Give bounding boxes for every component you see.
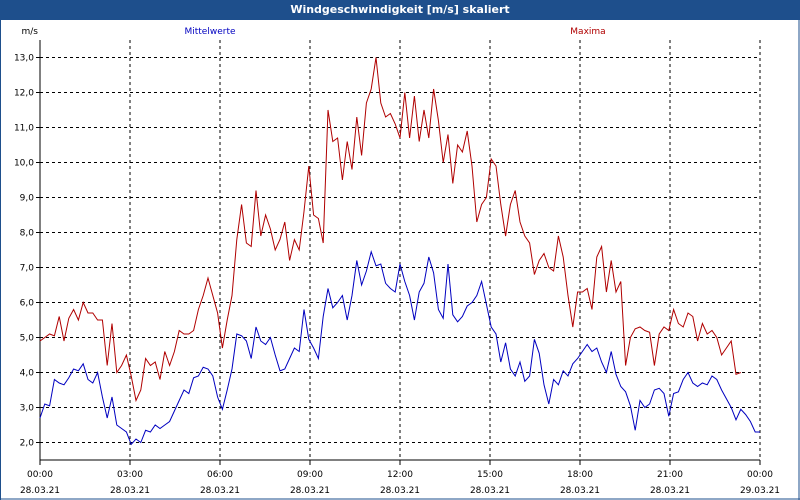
y-tick-label: 7,0 [20, 264, 35, 274]
x-tick-time: 00:00 [747, 470, 773, 480]
chart-title: Windgeschwindigkeit [m/s] skaliert [290, 3, 510, 16]
x-tick-date: 28.03.21 [200, 486, 240, 496]
y-tick-label: 5,0 [20, 334, 35, 344]
y-tick-label: 11,0 [14, 124, 34, 134]
legend-maxima: Maxima [570, 27, 605, 37]
series-lines [39, 57, 760, 446]
y-tick-label: 12,0 [14, 89, 34, 99]
x-tick-time: 03:00 [117, 470, 143, 480]
wind-speed-chart: 2,0 3,0 4,0 5,0 6,0 7,0 8,0 9,0 10,0 11,0 12,0 13,0… [0, 20, 800, 500]
y-tick-label: 2,0 [20, 439, 35, 449]
y-tick-label: 13,0 [14, 54, 34, 64]
grid-lines [40, 40, 761, 460]
y-tick-label: 9,0 [20, 194, 35, 204]
y-tick-label: 3,0 [20, 404, 35, 414]
x-tick-date: 29.03.21 [740, 486, 780, 496]
x-tick-time: 21:00 [657, 470, 683, 480]
series-line-maxima [39, 57, 741, 403]
x-tick-date: 28.03.21 [650, 486, 690, 496]
x-tick-date: 28.03.21 [560, 486, 600, 496]
axis-labels: 2,0 3,0 4,0 5,0 6,0 7,0 8,0 9,0 10,0 11,0 12,0 13,0… [14, 27, 780, 496]
x-tick-date: 28.03.21 [110, 486, 150, 496]
x-tick-date: 28.03.21 [290, 486, 330, 496]
axes [0, 20, 800, 500]
x-tick-time: 09:00 [297, 470, 323, 480]
y-tick-label: 10,0 [14, 159, 34, 169]
x-tick-time: 06:00 [207, 470, 233, 480]
y-tick-label: 4,0 [20, 369, 35, 379]
y-axis-unit-label: m/s [22, 27, 39, 37]
x-tick-date: 28.03.21 [20, 486, 60, 496]
legend-mittelwerte: Mittelwerte [184, 27, 235, 37]
x-tick-time: 18:00 [567, 470, 593, 480]
x-tick-time: 15:00 [477, 470, 503, 480]
x-tick-time: 00:00 [27, 470, 53, 480]
x-tick-date: 28.03.21 [380, 486, 420, 496]
chart-title-bar: Windgeschwindigkeit [m/s] skaliert [0, 0, 800, 20]
x-tick-time: 12:00 [387, 470, 413, 480]
y-tick-label: 8,0 [20, 229, 35, 239]
y-tick-label: 6,0 [20, 299, 35, 309]
series-line-mittelwerte [39, 250, 760, 446]
x-tick-date: 28.03.21 [470, 486, 510, 496]
